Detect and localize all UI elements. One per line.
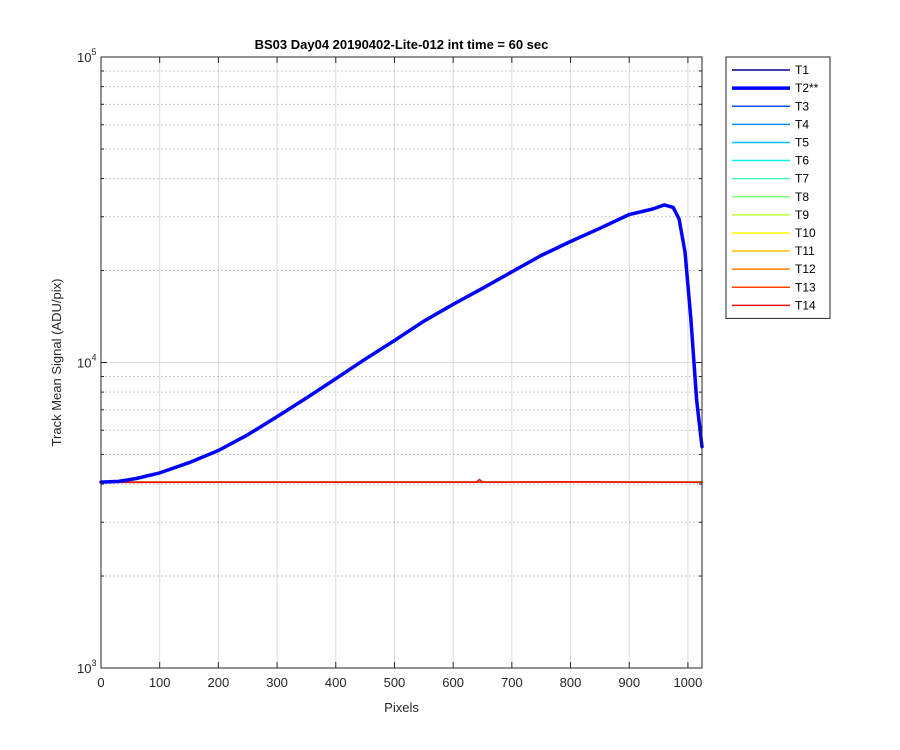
series-line-t14 <box>100 478 703 484</box>
legend-label: T13 <box>795 280 816 294</box>
y-tick-label: 105 <box>77 47 96 65</box>
legend-label: T2** <box>795 81 819 95</box>
x-tick-label: 500 <box>384 675 406 690</box>
legend-item-t9[interactable]: T9 <box>732 208 809 222</box>
x-tick-label: 300 <box>266 675 288 690</box>
legend-label: T11 <box>795 244 815 258</box>
legend-box <box>725 56 831 319</box>
legend-item-t4[interactable]: T4 <box>732 117 809 131</box>
y-axis-label: Track Mean Signal (ADU/pix) <box>49 279 64 447</box>
x-tick-label: 1000 <box>673 675 702 690</box>
grid <box>101 57 702 668</box>
plot-series <box>99 203 704 484</box>
x-tick-label: 0 <box>97 675 104 690</box>
x-tick-label: 600 <box>442 675 464 690</box>
x-axis-label: Pixels <box>384 700 419 715</box>
legend-item-t8[interactable]: T8 <box>732 190 809 204</box>
x-tick-label: 700 <box>501 675 523 690</box>
legend-item-t6[interactable]: T6 <box>732 154 809 168</box>
legend-label: T9 <box>795 208 809 222</box>
y-tick-label: 103 <box>77 658 96 676</box>
x-tick-label: 800 <box>560 675 582 690</box>
legend-item-t1[interactable]: T1 <box>732 63 809 77</box>
x-tick-label: 900 <box>618 675 640 690</box>
legend-label: T1 <box>795 63 809 77</box>
legend-item-t12[interactable]: T12 <box>732 262 816 276</box>
y-tick-label: 104 <box>77 353 96 371</box>
legend-label: T6 <box>795 154 809 168</box>
legend-label: T8 <box>795 190 809 204</box>
chart-title: BS03 Day04 20190402-Lite-012 int time = … <box>255 37 549 52</box>
series-line-t2 <box>99 203 704 484</box>
legend-label: T3 <box>795 99 809 113</box>
x-tick-label: 100 <box>149 675 171 690</box>
legend[interactable]: T1 T2** T3 T4 T5 T6 T7 T8 T9 T10 T11 T12 T13 T14 <box>725 56 831 319</box>
legend-label: T7 <box>795 172 809 186</box>
legend-item-t10[interactable]: T10 <box>732 226 816 240</box>
legend-item-t7[interactable]: T7 <box>732 172 809 186</box>
legend-label: T5 <box>795 135 809 149</box>
axes: 0 100 200 300 400 500 600 700 800 900 1000 103 104 10… <box>77 47 703 690</box>
legend-item-t14[interactable]: T14 <box>732 298 816 312</box>
legend-label: T4 <box>795 117 809 131</box>
x-tick-label: 200 <box>208 675 230 690</box>
legend-item-t5[interactable]: T5 <box>732 135 809 149</box>
legend-item-t2[interactable]: T2** <box>732 81 819 95</box>
legend-item-t11[interactable]: T11 <box>732 244 815 258</box>
x-tick-label: 400 <box>325 675 347 690</box>
legend-label: T12 <box>795 262 816 276</box>
legend-item-t3[interactable]: T3 <box>732 99 809 113</box>
legend-label: T14 <box>795 298 816 312</box>
legend-label: T10 <box>795 226 816 240</box>
legend-item-t13[interactable]: T13 <box>732 280 816 294</box>
